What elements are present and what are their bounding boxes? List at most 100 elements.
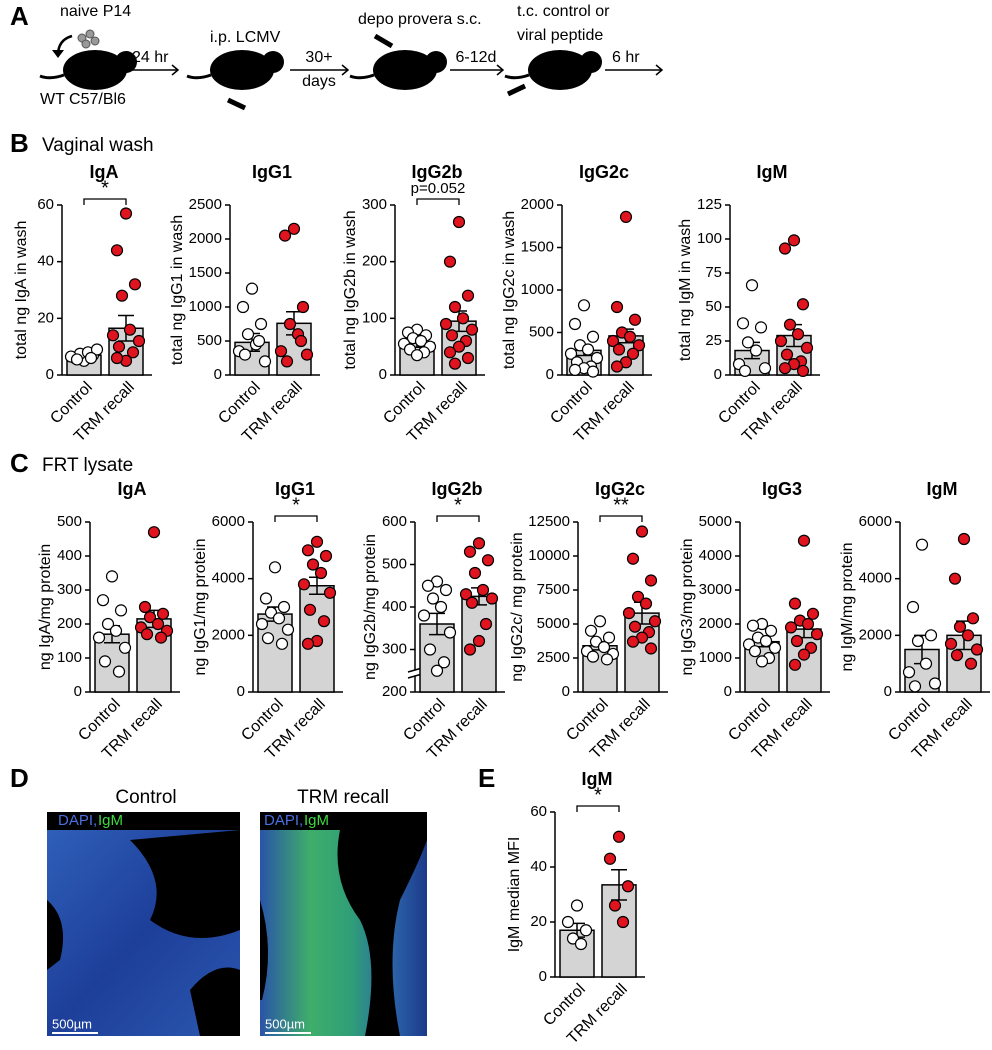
data-point (154, 631, 168, 644)
data-point (610, 300, 624, 314)
significance-bracket (599, 515, 643, 522)
data-point (564, 347, 578, 360)
data-point (281, 623, 295, 636)
data-point (957, 532, 971, 546)
data-point (902, 666, 916, 679)
data-point (274, 345, 288, 358)
chart-title: IgM (757, 162, 788, 182)
data-point (738, 364, 752, 378)
schematic-text: 30+ (305, 49, 332, 66)
significance-label: * (292, 494, 300, 516)
data-point (105, 570, 119, 583)
y-tick-label: 5000 (699, 513, 732, 530)
data-point (423, 643, 437, 656)
y-tick-label: 5000 (537, 615, 570, 632)
y-tick-label: 100 (362, 309, 387, 326)
data-point (463, 643, 477, 656)
data-point (915, 538, 929, 551)
y-tick-label: 2000 (859, 626, 892, 643)
y-tick-label: 200 (57, 615, 82, 632)
data-point (323, 586, 337, 599)
data-point (268, 561, 282, 574)
data-point (459, 588, 473, 601)
significance-label: * (594, 784, 602, 806)
data-point (574, 937, 588, 951)
data-point (619, 210, 633, 223)
data-point (314, 566, 328, 580)
y-tick-label: 100 (57, 649, 82, 666)
y-tick-label: 20 (37, 309, 54, 326)
y-tick-label: 1000 (521, 281, 554, 298)
y-axis-label: ng IgG3/mg protein (679, 539, 696, 676)
data-point (119, 207, 133, 220)
schematic-text: viral peptide (517, 27, 603, 44)
significance-bracket (83, 198, 127, 205)
data-point (584, 624, 598, 637)
data-point (481, 554, 495, 567)
data-point (123, 323, 137, 336)
significance-label: * (101, 177, 109, 199)
stain-label: DAPI, (264, 812, 303, 829)
data-point (468, 566, 482, 580)
data-point (126, 346, 140, 359)
data-point (644, 642, 658, 655)
data-point (774, 334, 788, 348)
y-axis-label: total ng IgA in wash (13, 221, 30, 360)
data-point (764, 624, 778, 637)
data-point (783, 318, 797, 331)
data-point (924, 629, 938, 642)
chart-title: IgM (927, 479, 958, 499)
data-point (254, 317, 268, 331)
data-point (112, 340, 126, 353)
data-point (421, 579, 435, 592)
y-tick-label: 0 (237, 683, 245, 700)
chart-title: IgA (90, 162, 119, 182)
data-point (612, 343, 626, 356)
data-point (966, 612, 980, 625)
y-axis-label: ng IgM/mg protein (839, 543, 856, 672)
data-point (128, 278, 142, 291)
data-point (110, 244, 124, 257)
y-tick-label: 2000 (212, 626, 245, 643)
y-tick-label: 4000 (212, 570, 245, 587)
data-point (245, 282, 259, 295)
data-point (106, 329, 120, 342)
data-point (788, 658, 802, 671)
data-point (461, 351, 475, 365)
data-point (147, 526, 161, 539)
y-tick-label: 1000 (699, 649, 732, 666)
data-point (616, 915, 630, 929)
data-point (581, 343, 595, 356)
data-point (635, 525, 649, 538)
y-tick-label: 75 (705, 264, 722, 281)
data-point (114, 604, 128, 617)
y-tick-label: 3000 (699, 581, 732, 598)
y-tick-label: 1500 (521, 238, 554, 255)
panel-label: A (10, 1, 29, 31)
data-point (272, 612, 286, 625)
data-point (648, 615, 662, 628)
data-point (301, 544, 315, 557)
data-point (456, 312, 470, 325)
y-tick-label: 2000 (699, 615, 732, 632)
data-point (628, 313, 642, 326)
data-point (317, 615, 331, 628)
schematic-text: depo provera s.c. (358, 11, 482, 28)
data-point (430, 664, 444, 677)
y-tick-label: 0 (539, 968, 547, 985)
data-point (626, 347, 640, 360)
data-point (319, 549, 333, 563)
y-axis-label: total ng IgG2c in wash (501, 211, 518, 369)
data-point (600, 653, 614, 666)
y-tick-label: 0 (74, 683, 82, 700)
data-point (294, 334, 308, 348)
y-tick-label: 300 (382, 640, 407, 657)
chart-title: IgA (118, 479, 147, 499)
data-point (626, 635, 640, 648)
data-point (306, 558, 320, 571)
data-point (300, 348, 314, 361)
data-point (472, 634, 486, 648)
chart-title: IgG3 (762, 479, 802, 499)
y-tick-label: 4000 (859, 570, 892, 587)
